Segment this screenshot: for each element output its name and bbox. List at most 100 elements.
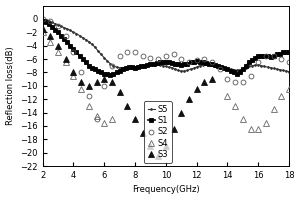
S2 [102,85,106,87]
S1 [198,61,202,63]
S3 [118,91,122,94]
Line: S4: S4 [40,30,292,132]
S2 [79,71,83,74]
S2 [156,58,160,60]
Legend: S5, S1, S2, S4, S3: S5, S1, S2, S4, S3 [144,101,172,163]
S4 [41,31,44,34]
S1 [244,65,248,67]
S2 [41,18,44,20]
S2 [226,78,229,80]
S4 [233,105,237,107]
Line: S1: S1 [41,19,291,77]
S2 [179,58,183,60]
S2 [56,24,60,27]
S3 [149,145,152,147]
Line: S2: S2 [40,16,292,122]
S2 [149,57,152,59]
S2 [172,52,175,55]
S3 [41,28,44,30]
S2 [264,55,268,57]
S5 [241,68,245,70]
S3 [195,88,199,90]
S3 [64,58,68,60]
S3 [95,81,98,84]
S2 [233,81,237,84]
S4 [272,108,275,110]
S2 [118,55,122,57]
Line: S3: S3 [40,26,215,159]
S2 [218,68,222,70]
S2 [249,75,252,77]
S2 [241,81,245,84]
S2 [287,61,291,64]
S4 [256,128,260,130]
S2 [141,55,145,57]
S2 [125,51,129,54]
S4 [64,61,68,64]
S2 [195,59,199,62]
S5 [254,64,257,66]
X-axis label: Frequency(GHz): Frequency(GHz) [132,185,200,194]
S2 [202,58,206,60]
S5 [195,66,199,68]
S4 [79,88,83,90]
S4 [110,118,114,120]
S3 [56,44,60,47]
S4 [72,75,75,77]
S3 [110,81,114,84]
S2 [49,20,52,22]
S4 [56,51,60,54]
S2 [187,61,191,64]
S1 [287,51,291,54]
S5 [263,65,266,68]
S3 [210,78,214,80]
S4 [49,41,52,44]
S3 [49,34,52,37]
S2 [64,34,68,37]
Line: S5: S5 [41,18,291,73]
S5 [41,18,44,21]
S1 [266,55,269,58]
S3 [79,81,83,84]
S2 [280,58,283,60]
S4 [95,115,98,117]
S4 [102,121,106,124]
S5 [176,69,180,72]
S4 [264,121,268,124]
S3 [125,105,129,107]
S4 [226,95,229,97]
S2 [164,55,168,57]
S3 [179,111,183,114]
S1 [109,74,112,76]
S4 [241,118,245,120]
S2 [110,65,114,67]
S3 [72,71,75,74]
S5 [287,71,291,73]
S3 [87,85,91,87]
S3 [164,145,168,147]
S1 [226,68,229,70]
S4 [280,95,283,97]
S3 [172,128,175,130]
S1 [41,20,44,22]
S4 [249,128,252,130]
S3 [202,81,206,84]
S3 [102,78,106,80]
S2 [256,61,260,64]
S3 [141,131,145,134]
S1 [179,64,183,66]
S2 [87,95,91,97]
S2 [272,55,275,57]
S3 [187,98,191,100]
S1 [256,55,260,57]
S2 [72,51,75,54]
S2 [133,51,137,54]
S4 [87,105,91,107]
S4 [287,88,291,90]
S3 [133,118,137,120]
Y-axis label: Reflection loss(dB): Reflection loss(dB) [6,46,15,125]
S3 [156,155,160,157]
S5 [223,67,226,69]
S2 [210,61,214,64]
S2 [95,118,98,120]
